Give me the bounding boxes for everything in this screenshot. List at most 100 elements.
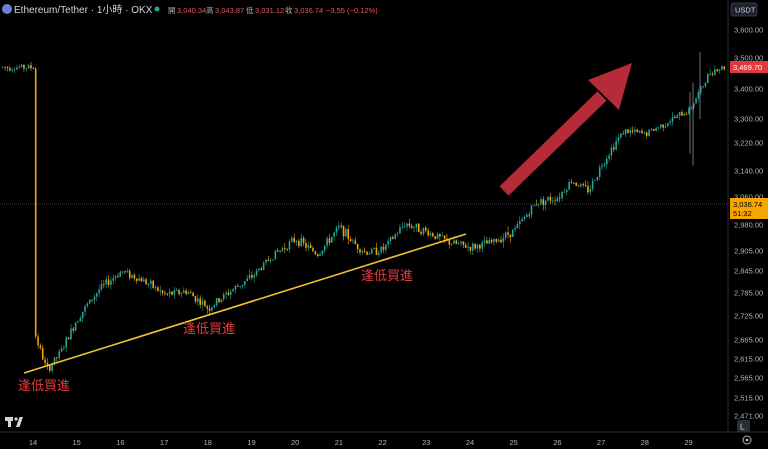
candle-body (178, 290, 180, 295)
low-label: 低 (246, 5, 254, 15)
log-scale-button[interactable]: L (737, 420, 750, 432)
candle-body (476, 244, 479, 249)
candle-body (103, 283, 105, 285)
candle-body (286, 248, 288, 250)
candle-body (511, 229, 514, 238)
candle-body (159, 290, 162, 292)
candle-body (72, 328, 75, 331)
candle-body (166, 293, 169, 295)
candle-body (291, 237, 293, 242)
candle-body (81, 311, 84, 319)
market-status-icon (154, 6, 160, 12)
candle-body (721, 66, 723, 70)
candle-body (222, 294, 225, 300)
price-axis-label: 2,665.00 (734, 336, 763, 345)
candle-body (678, 112, 681, 116)
candle-body (208, 308, 211, 311)
price-axis-label: 2,980.00 (734, 221, 763, 230)
candle-body (450, 243, 453, 245)
price-axis-label: 3,220.00 (734, 139, 763, 148)
candle-body (34, 68, 37, 337)
candle-body (65, 337, 68, 348)
candle-body (464, 244, 467, 248)
candle-body (387, 240, 389, 245)
candle-body (244, 281, 246, 285)
candle-body (497, 239, 500, 242)
candle-body (711, 73, 714, 75)
candle-body (443, 235, 446, 239)
candle-body (67, 337, 70, 340)
candle-body (117, 276, 119, 278)
candle-body (316, 254, 319, 256)
candle-body (479, 244, 481, 249)
candle-body (657, 127, 660, 129)
candle-body (234, 285, 237, 290)
candle-body (370, 248, 373, 254)
tradingview-logo-icon[interactable] (5, 417, 23, 427)
price-axis-label: 2,615.00 (734, 355, 763, 364)
price-axis-label: 3,300.00 (734, 115, 763, 124)
currency-button[interactable]: USDT (730, 2, 758, 17)
candle-body (84, 306, 86, 312)
close-label: 收 (285, 5, 293, 15)
candle-body (566, 189, 568, 192)
gear-icon[interactable] (742, 435, 752, 445)
candle-body (288, 241, 291, 250)
up-arrow (499, 63, 632, 196)
candle-body (345, 229, 347, 237)
candle-body (251, 275, 253, 278)
candle-body (457, 243, 460, 245)
low-value: 3,031.12 (255, 6, 284, 15)
candle-body (692, 103, 695, 108)
candle-body (582, 184, 585, 186)
time-axis[interactable]: 14 15 16 17 18 19 20 21 22 23 24 25 26 27 28 29 (29, 438, 693, 447)
candle-body (199, 298, 201, 305)
candle-body (326, 238, 328, 246)
candle-body (488, 239, 491, 244)
candle-body (490, 239, 493, 243)
candle-body (469, 246, 472, 251)
candle-body (152, 280, 154, 288)
candle-body (328, 238, 331, 243)
candle-body (427, 230, 429, 236)
price-axis-label: 3,500.00 (734, 54, 763, 63)
candle-body (502, 237, 505, 243)
candle-body (150, 280, 152, 284)
candle-body (707, 73, 709, 83)
candle-body (253, 275, 256, 278)
candle-body (509, 234, 512, 238)
candle-body (699, 86, 702, 93)
price-axis[interactable]: 3,600.00 3,500.00 3,400.00 3,300.00 3,220.00… (734, 26, 763, 421)
support-trendline (23, 233, 467, 374)
candle-body (573, 182, 575, 184)
legend-header: Ethereum/Tether · 1小時 · OKX 開 3,040.34 高… (2, 4, 378, 16)
candle-body (714, 69, 716, 75)
candle-body (206, 306, 209, 309)
candle-body (652, 129, 655, 131)
candle-body (211, 307, 213, 311)
candle-body (664, 126, 667, 128)
candle-body (213, 305, 216, 308)
candle-body (300, 237, 303, 247)
candle-body (23, 64, 25, 69)
candle-body (112, 278, 115, 281)
candle-body (77, 321, 79, 323)
candle-body (551, 200, 554, 202)
candle-body (467, 246, 469, 248)
candle-body (39, 345, 42, 348)
log-scale-label: L (740, 423, 745, 432)
candle-body (650, 129, 653, 130)
candle-body (660, 124, 662, 128)
candle-body (58, 351, 60, 358)
candle-body (589, 189, 592, 193)
candle-body (190, 292, 192, 294)
candle-body (18, 66, 21, 68)
candle-body (79, 318, 82, 322)
current-price-value: 3,469.70 (733, 63, 762, 72)
candle-body (201, 300, 204, 305)
candle-body (415, 223, 418, 228)
candle-body (49, 365, 51, 371)
candle-body (373, 247, 375, 249)
candle-body (215, 298, 218, 306)
